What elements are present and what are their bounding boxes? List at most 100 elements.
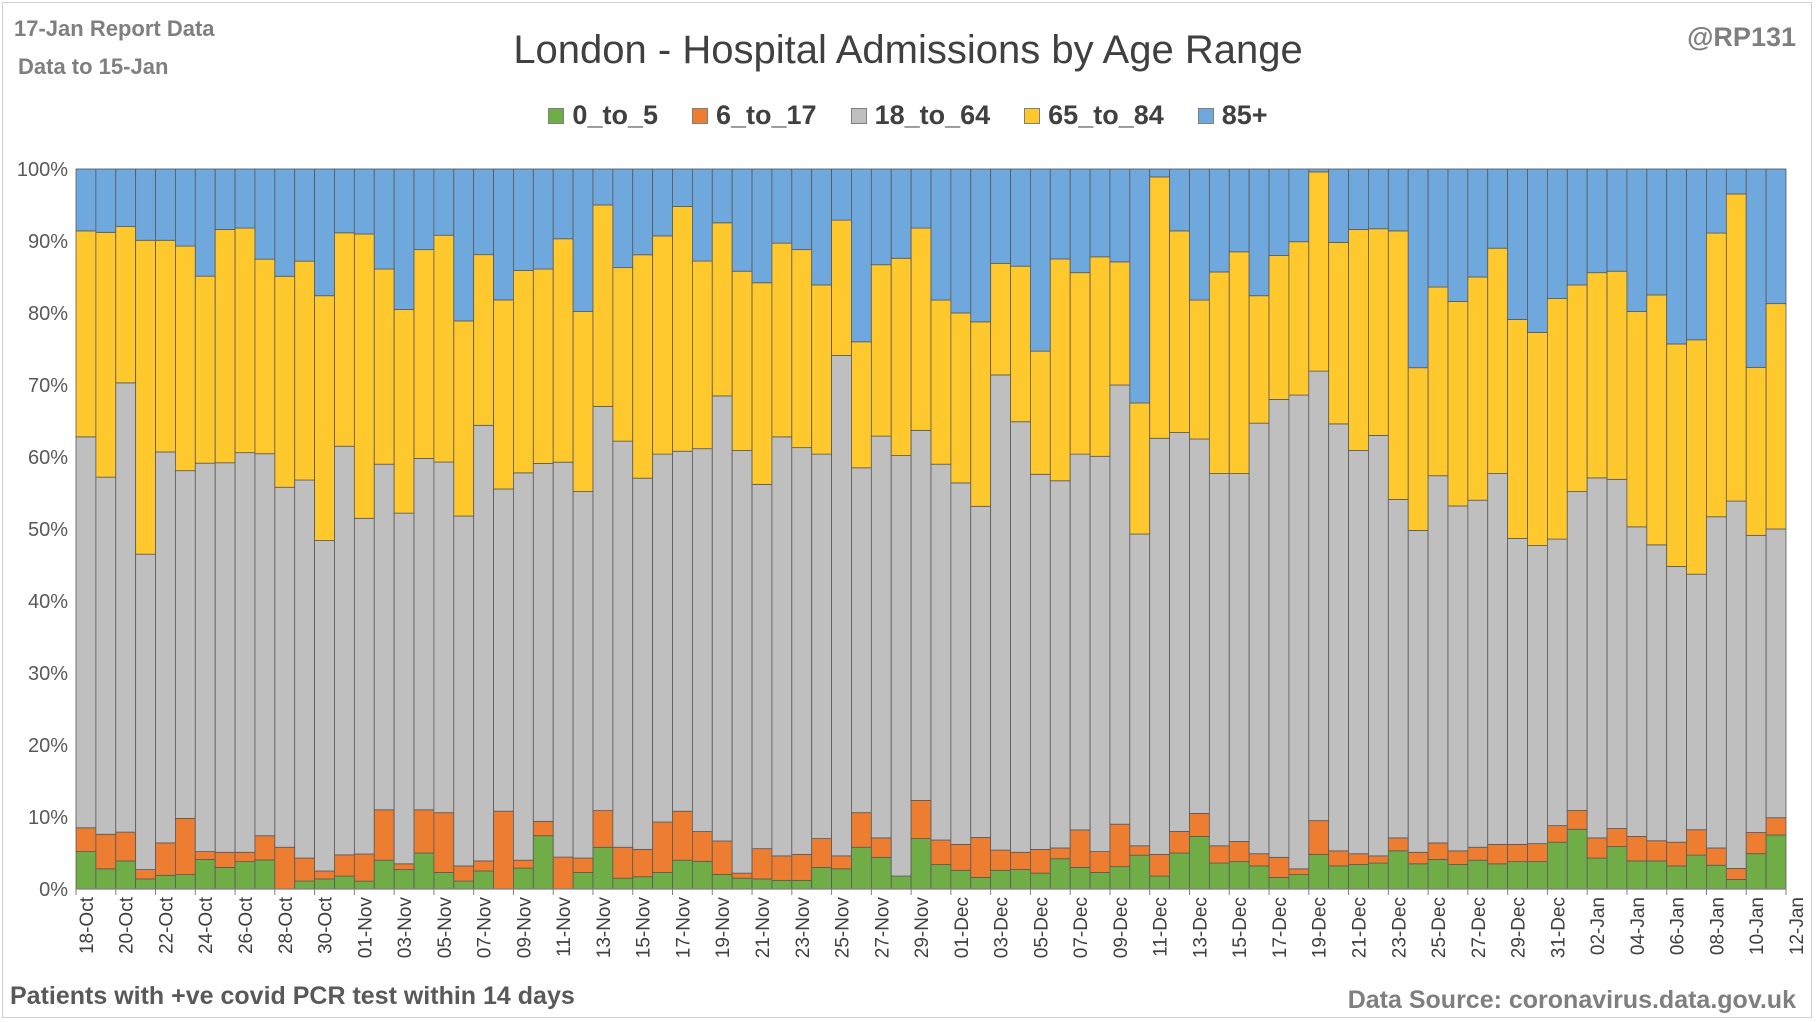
legend-item-6-to-17: 6_to_17 <box>691 100 817 131</box>
legend-item-0-to-5: 0_to_5 <box>548 100 658 131</box>
bar-segment-65-to-84 <box>890 257 912 456</box>
bar-segment-85plus <box>1268 168 1290 256</box>
bar-segment-18-to-64 <box>1189 438 1210 814</box>
bar-segment-6-to-17 <box>1566 810 1588 830</box>
bar-segment-85plus <box>1507 168 1528 320</box>
bar-segment-18-to-64 <box>1527 545 1548 845</box>
bar-segment-6-to-17 <box>1467 846 1489 861</box>
bar-segment-6-to-17 <box>334 854 355 877</box>
bar-segment-85plus <box>612 168 634 269</box>
bar-segment-6-to-17 <box>294 857 316 882</box>
bar-segment-6-to-17 <box>155 842 176 876</box>
bar-segment-85plus <box>1030 168 1051 352</box>
bar-segment-85plus <box>652 168 673 237</box>
bar-segment-85plus <box>1527 168 1548 333</box>
bar-segment-0-to-5 <box>1069 867 1091 890</box>
bar-segment-65-to-84 <box>294 260 316 481</box>
bar-segment-0-to-5 <box>572 872 594 890</box>
bar-segment-6-to-17 <box>632 848 654 878</box>
x-tick-label: 06-Jan <box>1668 897 1689 955</box>
bar-segment-18-to-64 <box>95 476 117 835</box>
bar-segment-18-to-64 <box>115 382 137 833</box>
bar-segment-18-to-64 <box>1586 477 1608 839</box>
bar-segment-6-to-17 <box>1030 849 1051 874</box>
bar-segment-6-to-17 <box>592 810 614 848</box>
bar-segment-65-to-84 <box>831 219 852 356</box>
bar-segment-0-to-5 <box>1447 864 1469 890</box>
bar-segment-65-to-84 <box>95 231 117 478</box>
bar-segment-6-to-17 <box>1666 841 1687 867</box>
bar-segment-65-to-84 <box>334 232 355 447</box>
x-tick-label: 17-Dec <box>1270 897 1291 958</box>
bar-segment-65-to-84 <box>1467 276 1489 501</box>
bar-segment-65-to-84 <box>811 284 832 455</box>
y-tick-label: 0% <box>39 879 68 901</box>
bar-segment-6-to-17 <box>1725 868 1747 880</box>
bar-segment-65-to-84 <box>1268 254 1290 400</box>
legend-swatch <box>850 107 867 124</box>
y-tick-label: 30% <box>28 663 68 685</box>
bar-segment-65-to-84 <box>1527 332 1548 546</box>
bar-segment-85plus <box>353 168 375 235</box>
bar-segment-18-to-64 <box>1228 473 1250 842</box>
bar-segment-65-to-84 <box>851 341 872 469</box>
bar-segment-85plus <box>75 168 97 232</box>
bar-segment-6-to-17 <box>274 846 296 890</box>
bar-segment-18-to-64 <box>234 452 256 853</box>
bar-segment-18-to-64 <box>811 453 832 840</box>
bar-segment-6-to-17 <box>1547 825 1568 843</box>
bar-segment-18-to-64 <box>1646 544 1668 842</box>
bar-segment-65-to-84 <box>950 312 972 484</box>
bar-segment-6-to-17 <box>1089 851 1111 873</box>
bar-segment-0-to-5 <box>1089 872 1111 890</box>
bar-segment-6-to-17 <box>1328 850 1349 867</box>
bar-segment-85plus <box>731 168 753 272</box>
x-tick-label: 30-Oct <box>316 896 337 954</box>
data-date-label: Data to 15-Jan <box>18 54 169 79</box>
bar-segment-85plus <box>1288 168 1310 243</box>
bar-segment-85plus <box>1248 168 1270 297</box>
bar-segment-85plus <box>1725 168 1747 195</box>
bar-segment-6-to-17 <box>910 800 932 840</box>
bar-segment-85plus <box>930 168 952 301</box>
bar-segment-65-to-84 <box>473 254 494 426</box>
legend-label: 85+ <box>1221 100 1268 130</box>
bar-segment-85plus <box>194 168 216 277</box>
bar-segment-18-to-64 <box>652 453 673 823</box>
x-tick-label: 08-Jan <box>1707 897 1728 955</box>
bar-segment-85plus <box>1387 168 1409 232</box>
bar-segment-18-to-64 <box>1765 528 1787 819</box>
bar-segment-18-to-64 <box>831 355 852 857</box>
bar-segment-85plus <box>950 168 972 314</box>
bar-segment-65-to-84 <box>1089 256 1111 457</box>
bar-segment-0-to-5 <box>851 846 872 890</box>
bar-segment-0-to-5 <box>254 859 276 890</box>
bar-segment-65-to-84 <box>433 234 455 463</box>
bar-segment-18-to-64 <box>851 467 872 814</box>
bar-segment-6-to-17 <box>1706 847 1727 866</box>
bar-segment-65-to-84 <box>1288 241 1310 396</box>
bar-segment-85plus <box>1010 168 1031 267</box>
bar-segment-0-to-5 <box>1467 859 1489 890</box>
bar-segment-65-to-84 <box>513 270 534 474</box>
bar-segment-18-to-64 <box>294 479 316 859</box>
bar-segment-65-to-84 <box>373 268 395 465</box>
bar-segment-85plus <box>334 168 355 234</box>
bar-segment-18-to-64 <box>1745 534 1767 833</box>
bar-segment-6-to-17 <box>552 856 574 890</box>
bar-segment-18-to-64 <box>334 445 355 856</box>
bar-segment-6-to-17 <box>353 853 375 882</box>
bar-segment-6-to-17 <box>1189 813 1210 837</box>
bar-segment-85plus <box>1586 168 1608 274</box>
bar-segment-6-to-17 <box>1586 837 1608 859</box>
bar-segment-0-to-5 <box>652 872 673 890</box>
footer-note: Patients with +ve covid PCR test within … <box>10 982 575 1010</box>
bar-segment-0-to-5 <box>612 877 634 890</box>
bar-segment-18-to-64 <box>1507 537 1528 845</box>
bar-segment-18-to-64 <box>473 424 494 862</box>
bar-segment-18-to-64 <box>1427 475 1449 844</box>
bar-segment-65-to-84 <box>532 268 554 464</box>
bar-segment-18-to-64 <box>990 374 1011 851</box>
bar-segment-18-to-64 <box>1288 394 1310 870</box>
x-tick-label: 12-Jan <box>1787 897 1808 955</box>
